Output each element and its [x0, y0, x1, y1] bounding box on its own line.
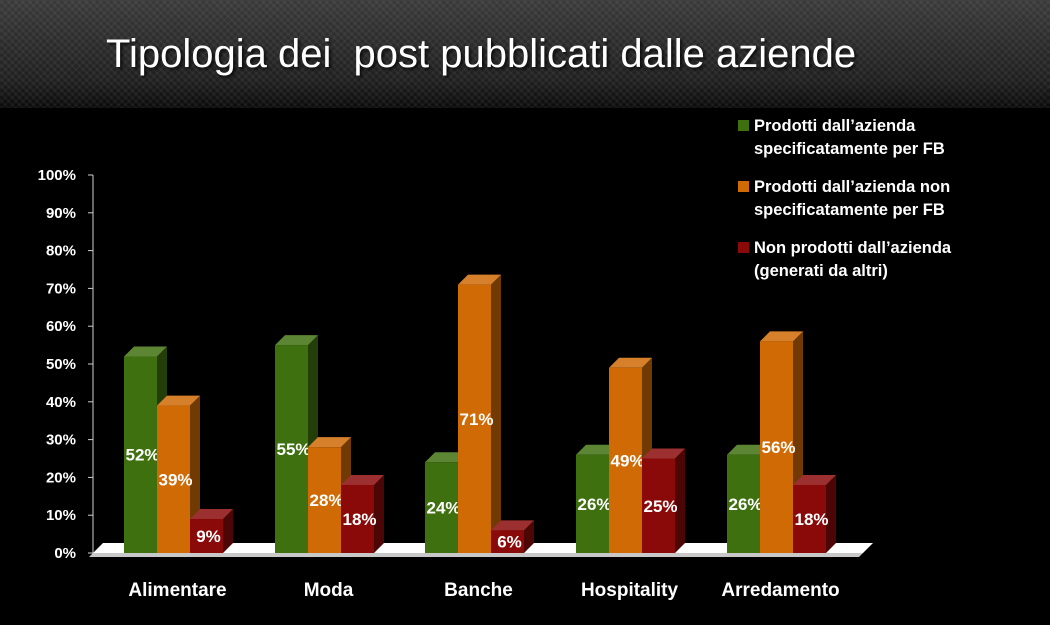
- data-label: 71%: [459, 410, 493, 429]
- bar-side: [223, 508, 233, 553]
- bar-side: [491, 274, 501, 553]
- bar-front: [793, 484, 826, 553]
- legend-label: Non prodotti dall’azienda (generati da a…: [754, 239, 952, 280]
- bar: [341, 474, 384, 553]
- bar-front: [124, 356, 157, 553]
- bar-top: [275, 335, 318, 346]
- category-group: 52% 39% 9% Alimentare: [124, 346, 233, 601]
- y-tick-label: 50%: [46, 356, 76, 373]
- legend-swatch-orange: [738, 181, 749, 192]
- data-label: 49%: [610, 451, 644, 470]
- bar-front: [760, 341, 793, 553]
- bar-side: [675, 448, 685, 553]
- category-label: Hospitality: [581, 580, 679, 601]
- category-group: 24% 71% 6% Banche: [425, 274, 534, 601]
- floor-front: [89, 553, 863, 557]
- data-label: 9%: [196, 527, 221, 546]
- data-label: 6%: [497, 533, 522, 552]
- data-label: 28%: [309, 491, 343, 510]
- bar-front: [275, 345, 308, 553]
- data-label: 39%: [158, 470, 192, 489]
- data-label: 56%: [761, 438, 795, 457]
- bar-front: [341, 484, 374, 553]
- bar: [609, 357, 652, 553]
- bar-front: [308, 447, 341, 553]
- category-label: Moda: [304, 580, 354, 601]
- bar-top: [425, 452, 468, 463]
- y-tick-label: 10%: [46, 507, 76, 524]
- chart-legend: Prodotti dall’azienda specificatamente p…: [738, 115, 1038, 298]
- bar-top: [458, 274, 501, 285]
- y-tick-label: 80%: [46, 243, 76, 260]
- bar-front: [190, 518, 223, 553]
- bar-side: [524, 520, 534, 553]
- category-group: 55% 28%18% Moda: [275, 335, 384, 601]
- data-label: 52%: [125, 446, 159, 465]
- bar: [458, 274, 501, 553]
- legend-item-specifically-fb: Prodotti dall’azienda specificatamente p…: [738, 115, 1038, 161]
- bar-side: [826, 474, 836, 553]
- data-label: 18%: [794, 510, 828, 529]
- data-label: 26%: [728, 495, 762, 514]
- y-tick-label: 30%: [46, 432, 76, 449]
- bar-front: [576, 454, 609, 553]
- bar-front: [157, 405, 190, 553]
- data-label: 18%: [342, 510, 376, 529]
- data-label: 55%: [276, 440, 310, 459]
- bar-top: [760, 331, 803, 342]
- bar-side: [374, 474, 384, 553]
- bar-top: [308, 437, 351, 448]
- bar-top: [190, 508, 233, 519]
- bar-front: [609, 367, 642, 553]
- bar: [491, 520, 534, 553]
- bar-top: [576, 444, 619, 455]
- bar-top: [727, 444, 770, 455]
- y-tick-label: 20%: [46, 469, 76, 486]
- data-label: 25%: [643, 497, 677, 516]
- category-label: Arredamento: [721, 580, 839, 601]
- legend-label: Prodotti dall’azienda non specificatamen…: [754, 178, 951, 219]
- title-band: [0, 0, 1050, 108]
- legend-item-not-specifically-fb: Prodotti dall’azienda non specificatamen…: [738, 176, 1038, 222]
- bar-front: [727, 454, 760, 553]
- bar-front: [642, 458, 675, 553]
- bar: [157, 395, 200, 553]
- bar-top: [642, 448, 685, 459]
- y-tick-label: 100%: [38, 167, 76, 184]
- data-label: 26%: [577, 495, 611, 514]
- bar-front: [491, 530, 524, 553]
- bar: [793, 474, 836, 553]
- y-tick-label: 40%: [46, 394, 76, 411]
- bar-top: [793, 474, 836, 485]
- legend-item-third-party: Non prodotti dall’azienda (generati da a…: [738, 237, 1038, 283]
- y-tick-label: 70%: [46, 280, 76, 297]
- bar-front: [425, 462, 458, 553]
- bar-top: [609, 357, 652, 368]
- bar-top: [124, 346, 167, 357]
- legend-swatch-green: [738, 120, 749, 131]
- category-label: Banche: [444, 580, 513, 601]
- bar: [190, 508, 233, 553]
- chart-title: Tipologia dei post pubblicati dalle azie…: [106, 32, 857, 76]
- data-label: 24%: [426, 499, 460, 518]
- y-tick-label: 90%: [46, 205, 76, 222]
- y-tick-label: 0%: [54, 545, 76, 562]
- bar-front: [458, 284, 491, 553]
- legend-swatch-red: [738, 242, 749, 253]
- legend-label: Prodotti dall’azienda specificatamente p…: [754, 117, 945, 158]
- bar: [642, 448, 685, 553]
- bar-top: [341, 474, 384, 485]
- category-group: 26% 49% 25% Hospitality: [576, 357, 685, 601]
- category-group: 26% 56% 18% Arredamento: [721, 331, 840, 601]
- bar-top: [157, 395, 200, 406]
- bar-top: [491, 520, 534, 531]
- y-tick-label: 60%: [46, 318, 76, 335]
- category-label: Alimentare: [128, 580, 226, 601]
